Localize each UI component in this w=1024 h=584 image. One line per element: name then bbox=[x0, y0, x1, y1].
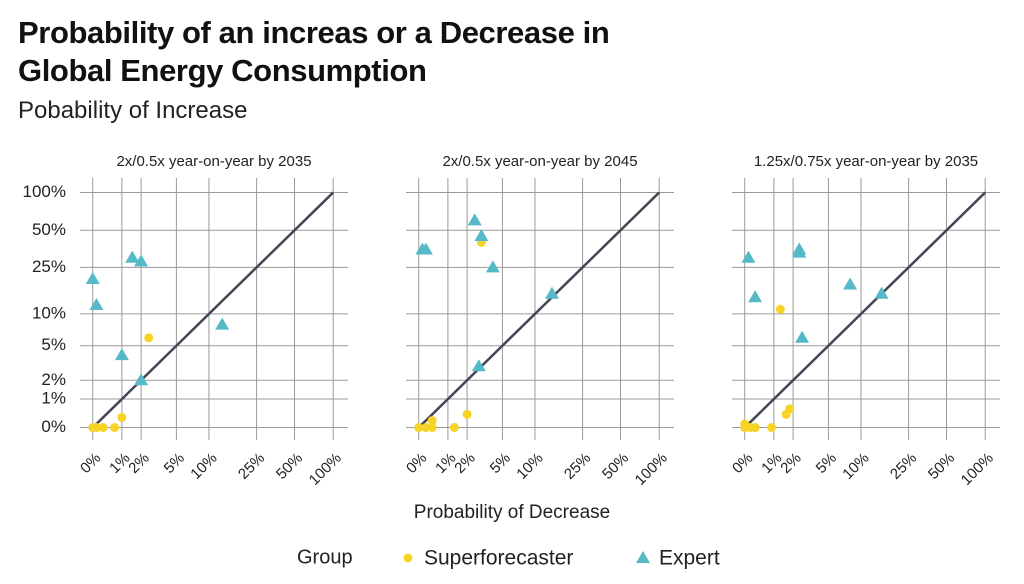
circle-marker bbox=[427, 416, 437, 426]
triangle-marker bbox=[544, 286, 559, 299]
triangle-marker bbox=[134, 254, 149, 267]
x-tick-label: 10% bbox=[513, 450, 546, 483]
chart-subtitle: Pobability of Increase bbox=[18, 97, 248, 124]
x-tick-label: 100% bbox=[306, 450, 345, 489]
y-tick-label: 50% bbox=[32, 220, 66, 239]
x-axis-label: Probability of Decrease bbox=[414, 502, 610, 523]
circle-marker bbox=[427, 423, 437, 433]
triangle-marker bbox=[874, 286, 889, 299]
triangle-marker bbox=[741, 250, 756, 263]
triangle-marker bbox=[125, 250, 140, 263]
triangle-marker bbox=[792, 245, 807, 258]
triangle-marker bbox=[843, 277, 858, 290]
legend-label: Superforecaster bbox=[424, 547, 573, 570]
diagonal-line bbox=[743, 191, 987, 429]
legend-label: Expert bbox=[659, 547, 720, 570]
panel-title: 2x/0.5x year-on-year by 2045 bbox=[442, 153, 637, 170]
triangle-marker bbox=[215, 317, 230, 330]
x-tick-label: 25% bbox=[235, 450, 268, 483]
triangle-marker bbox=[795, 330, 810, 343]
circle-marker bbox=[110, 423, 120, 433]
triangle-marker bbox=[418, 242, 433, 255]
y-tick-label: 2% bbox=[41, 370, 66, 389]
x-tick-label: 100% bbox=[958, 450, 997, 489]
circle-marker bbox=[775, 304, 785, 314]
panel-title: 2x/0.5x year-on-year by 2035 bbox=[116, 153, 311, 170]
x-tick-label: 0% bbox=[77, 450, 104, 477]
y-tick-label: 10% bbox=[32, 303, 66, 322]
x-tick-label: 0% bbox=[729, 450, 756, 477]
x-tick-label: 100% bbox=[632, 450, 671, 489]
triangle-marker bbox=[134, 373, 149, 386]
x-tick-label: 50% bbox=[925, 450, 958, 483]
x-tick-label: 50% bbox=[599, 450, 632, 483]
y-tick-label: 0% bbox=[41, 417, 66, 436]
y-tick-label: 25% bbox=[32, 257, 66, 276]
triangle-marker bbox=[471, 359, 486, 372]
x-tick-label: 2% bbox=[125, 450, 152, 477]
x-tick-label: 50% bbox=[273, 450, 306, 483]
circle-marker bbox=[745, 423, 755, 433]
x-tick-label: 10% bbox=[187, 450, 220, 483]
triangle-marker bbox=[485, 260, 500, 273]
circle-marker bbox=[414, 423, 424, 433]
legend-marker bbox=[403, 553, 413, 563]
triangle-marker bbox=[85, 272, 100, 285]
circle-marker bbox=[767, 423, 777, 433]
triangle-marker bbox=[474, 228, 489, 241]
chart-title: Probability of an increas or a Decrease … bbox=[18, 15, 610, 88]
triangle-marker bbox=[114, 348, 129, 361]
triangle-marker bbox=[89, 297, 104, 310]
circle-marker bbox=[88, 423, 98, 433]
y-tick-label: 100% bbox=[23, 182, 66, 201]
triangle-marker bbox=[748, 290, 763, 303]
diagonal-line bbox=[417, 191, 661, 429]
x-tick-label: 5% bbox=[813, 450, 840, 477]
x-tick-label: 5% bbox=[487, 450, 514, 477]
circle-marker bbox=[462, 409, 472, 419]
x-tick-label: 25% bbox=[561, 450, 594, 483]
panel-title: 1.25x/0.75x year-on-year by 2035 bbox=[754, 153, 978, 170]
x-tick-label: 10% bbox=[839, 450, 872, 483]
y-tick-label: 5% bbox=[41, 335, 66, 354]
y-tick-label: 1% bbox=[41, 389, 66, 408]
circle-marker bbox=[421, 423, 431, 433]
x-tick-label: 0% bbox=[403, 450, 430, 477]
x-tick-label: 2% bbox=[777, 450, 804, 477]
legend-title: Group bbox=[297, 546, 353, 568]
x-tick-label: 5% bbox=[161, 450, 188, 477]
circle-marker bbox=[98, 423, 108, 433]
circle-marker bbox=[781, 409, 791, 419]
triangle-marker bbox=[467, 213, 482, 226]
circle-marker bbox=[449, 423, 459, 433]
legend-marker bbox=[636, 551, 650, 563]
circle-marker bbox=[144, 333, 154, 343]
diagonal-line bbox=[91, 191, 335, 429]
x-tick-label: 25% bbox=[887, 450, 920, 483]
circle-marker bbox=[117, 412, 127, 422]
x-tick-label: 2% bbox=[451, 450, 478, 477]
